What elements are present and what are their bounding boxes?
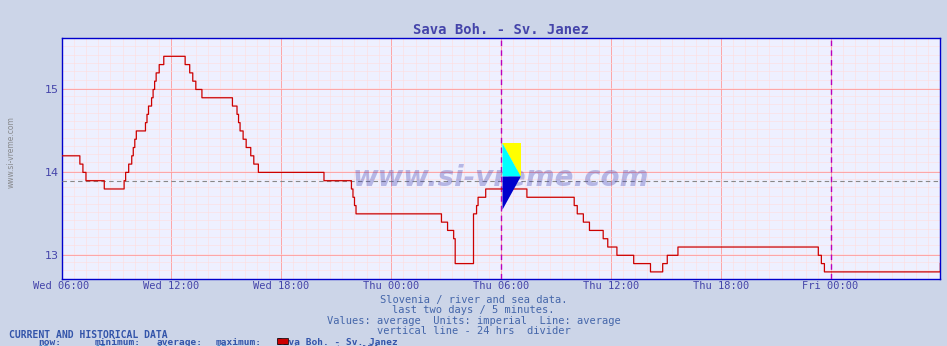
Text: temperature[F]: temperature[F] [293,345,380,346]
Text: Slovenia / river and sea data.: Slovenia / river and sea data. [380,295,567,305]
Text: 14: 14 [156,345,169,346]
Text: minimum:: minimum: [95,338,141,346]
Text: www.si-vreme.com: www.si-vreme.com [352,164,650,192]
Text: 13: 13 [38,345,50,346]
Text: vertical line - 24 hrs  divider: vertical line - 24 hrs divider [377,326,570,336]
Text: Values: average  Units: imperial  Line: average: Values: average Units: imperial Line: av… [327,316,620,326]
Title: Sava Boh. - Sv. Janez: Sava Boh. - Sv. Janez [413,23,589,37]
Polygon shape [503,143,521,176]
Text: Sava Boh. - Sv. Janez: Sava Boh. - Sv. Janez [277,338,398,346]
Text: now:: now: [38,338,61,346]
Text: last two days / 5 minutes.: last two days / 5 minutes. [392,305,555,315]
Text: 15: 15 [216,345,228,346]
Text: www.si-vreme.com: www.si-vreme.com [7,116,16,188]
Polygon shape [503,143,521,176]
Text: CURRENT AND HISTORICAL DATA: CURRENT AND HISTORICAL DATA [9,330,169,340]
Text: maximum:: maximum: [216,338,262,346]
Text: 13: 13 [95,345,107,346]
Polygon shape [503,176,521,210]
Text: average:: average: [156,338,203,346]
